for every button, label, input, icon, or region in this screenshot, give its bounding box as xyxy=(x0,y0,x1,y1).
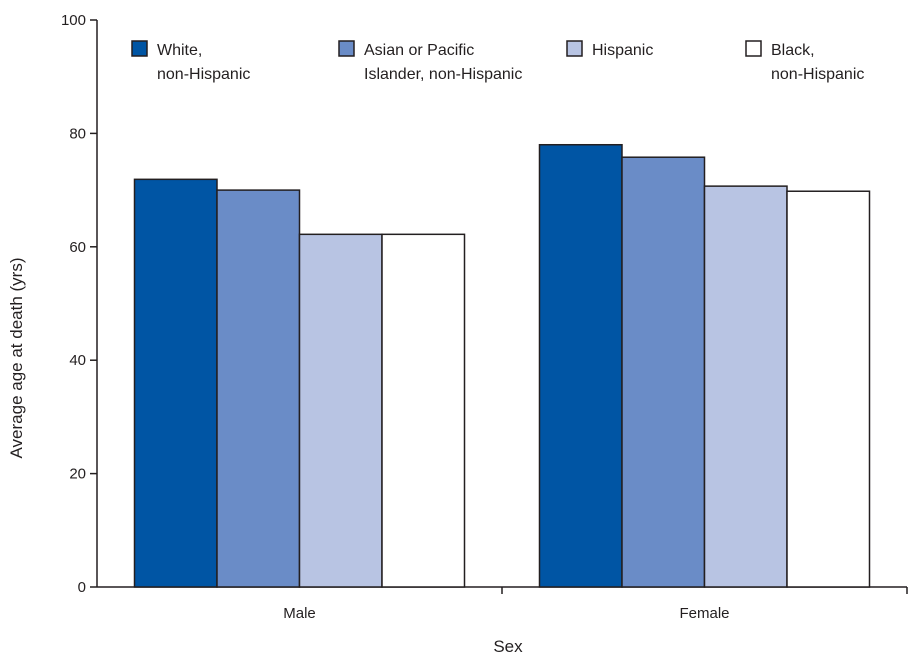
legend-swatch xyxy=(338,40,355,57)
x-axis-title: Sex xyxy=(493,637,523,656)
legend-item: Hispanic xyxy=(566,40,653,59)
legend-label: non-Hispanic xyxy=(771,66,864,83)
legend-swatch xyxy=(745,40,762,57)
bar xyxy=(786,190,871,588)
y-tick-label: 100 xyxy=(61,12,86,29)
bar xyxy=(133,178,218,588)
legend-label: Black, xyxy=(771,42,815,59)
legend-label: Asian or Pacific xyxy=(364,42,474,59)
y-tick-label: 80 xyxy=(69,125,86,142)
bars xyxy=(133,143,871,588)
bar xyxy=(298,233,383,588)
bar xyxy=(216,189,301,588)
y-tick-label: 40 xyxy=(69,352,86,369)
legend-label: non-Hispanic xyxy=(157,66,250,83)
legend-item: Black, non-Hispanic xyxy=(745,40,864,83)
legend-label: Islander, non-Hispanic xyxy=(364,66,522,83)
bar xyxy=(381,233,466,588)
legend-swatch xyxy=(566,40,583,57)
legend-item: White, non-Hispanic xyxy=(131,40,250,83)
bar xyxy=(621,156,706,588)
legend-swatch xyxy=(131,40,148,57)
bar xyxy=(538,143,623,588)
legend-item: Asian or Pacific Islander, non-Hispanic xyxy=(338,40,522,83)
y-axis-title: Average age at death (yrs) xyxy=(7,258,26,459)
legend-label: White, xyxy=(157,42,202,59)
legend: White, non-Hispanic Asian or Pacific Island… xyxy=(131,40,864,83)
y-tick-label: 20 xyxy=(69,466,86,483)
x-category-label: Female xyxy=(679,605,729,622)
y-tick-label: 0 xyxy=(78,579,86,596)
y-tick-label: 60 xyxy=(69,239,86,256)
bar xyxy=(703,185,788,588)
x-category-label: Male xyxy=(283,605,316,622)
legend-label: Hispanic xyxy=(592,42,653,59)
